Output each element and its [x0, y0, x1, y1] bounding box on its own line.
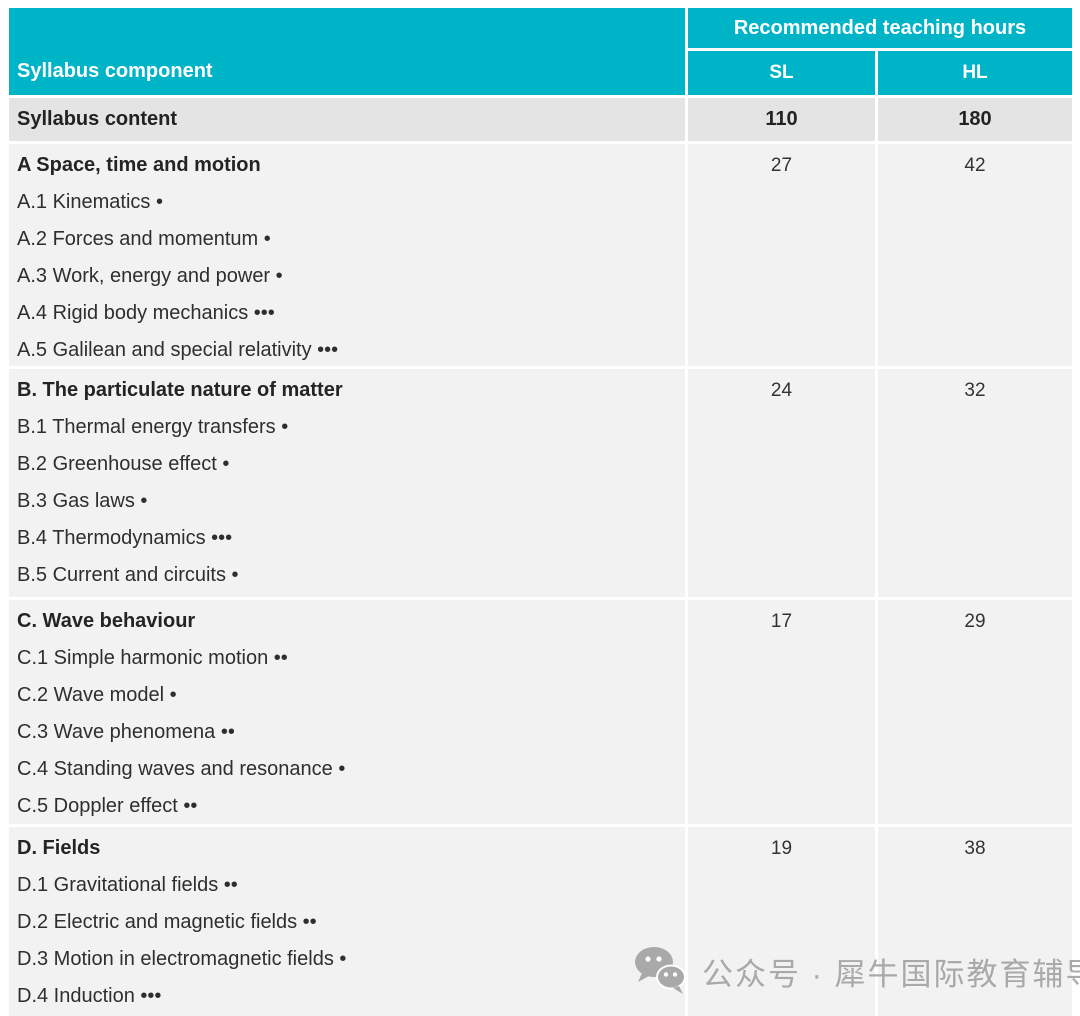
syllabus-item: B.3 Gas laws • [17, 490, 148, 512]
section-title: C. Wave behaviour [17, 610, 196, 632]
syllabus-item: D.3 Motion in electromagnetic fields • [17, 948, 347, 970]
section-b-sl-hours: 24 [688, 369, 875, 597]
syllabus-item: A.1 Kinematics • [17, 191, 163, 213]
syllabus-content-hl-hours: 180 [878, 98, 1072, 141]
syllabus-item: C.3 Wave phenomena •• [17, 721, 235, 743]
section-a-hl-hours: 42 [878, 144, 1072, 366]
section-row-d: D. Fields D.1 Gravitational fields •• D.… [9, 827, 1072, 1016]
syllabus-item: C.1 Simple harmonic motion •• [17, 647, 288, 669]
section-title: B. The particulate nature of matter [17, 379, 343, 401]
syllabus-item: D.1 Gravitational fields •• [17, 874, 238, 896]
syllabus-component-label: Syllabus component [17, 60, 213, 82]
section-c-content: C. Wave behaviour C.1 Simple harmonic mo… [9, 600, 685, 824]
syllabus-content-sl-hours: 110 [688, 98, 875, 141]
section-title: A Space, time and motion [17, 154, 261, 176]
section-d-hl-hours: 38 [878, 827, 1072, 1016]
syllabus-item: B.5 Current and circuits • [17, 564, 239, 586]
section-title: D. Fields [17, 837, 101, 859]
recommended-hours-header: Recommended teaching hours [688, 8, 1072, 48]
section-c-hl-hours: 29 [878, 600, 1072, 824]
section-d-sl-hours: 19 [688, 827, 875, 1016]
syllabus-content-label: Syllabus content [9, 98, 685, 141]
level-subheader-row: SL HL [688, 51, 1072, 95]
section-d-content: D. Fields D.1 Gravitational fields •• D.… [9, 827, 685, 1016]
syllabus-item: D.4 Induction ••• [17, 985, 162, 1007]
hl-column-header: HL [878, 51, 1072, 95]
recommended-hours-header-group: Recommended teaching hours SL HL [688, 8, 1072, 95]
syllabus-item: A.3 Work, energy and power • [17, 265, 283, 287]
section-row-a: A Space, time and motion A.1 Kinematics … [9, 144, 1072, 366]
section-a-content: A Space, time and motion A.1 Kinematics … [9, 144, 685, 366]
wechat-icon [635, 947, 686, 994]
sl-column-header: SL [688, 51, 875, 95]
syllabus-content-row: Syllabus content 110 180 [9, 98, 1072, 141]
section-a-sl-hours: 27 [688, 144, 875, 366]
section-b-hl-hours: 32 [878, 369, 1072, 597]
syllabus-item: C.5 Doppler effect •• [17, 795, 198, 817]
section-row-c: C. Wave behaviour C.1 Simple harmonic mo… [9, 600, 1072, 824]
syllabus-item: D.2 Electric and magnetic fields •• [17, 911, 317, 933]
syllabus-item: A.5 Galilean and special relativity ••• [17, 339, 339, 361]
syllabus-component-header: Syllabus component [9, 8, 685, 95]
syllabus-item: B.4 Thermodynamics ••• [17, 527, 233, 549]
watermark-text: 公众号 · 犀牛国际教育辅导 [702, 956, 1080, 992]
section-c-sl-hours: 17 [688, 600, 875, 824]
syllabus-item: B.1 Thermal energy transfers • [17, 416, 289, 438]
teaching-hours-table: Syllabus component Recommended teaching … [9, 8, 1072, 1016]
watermark: 公众号 · 犀牛国际教育辅导 [634, 946, 1080, 996]
table-header-row: Syllabus component Recommended teaching … [9, 8, 1072, 95]
syllabus-item: A.4 Rigid body mechanics ••• [17, 302, 275, 324]
section-b-content: B. The particulate nature of matter B.1 … [9, 369, 685, 597]
syllabus-item: B.2 Greenhouse effect • [17, 453, 230, 475]
syllabus-item: A.2 Forces and momentum • [17, 228, 271, 250]
syllabus-item: C.4 Standing waves and resonance • [17, 758, 346, 780]
syllabus-item: C.2 Wave model • [17, 684, 177, 706]
section-row-b: B. The particulate nature of matter B.1 … [9, 369, 1072, 597]
